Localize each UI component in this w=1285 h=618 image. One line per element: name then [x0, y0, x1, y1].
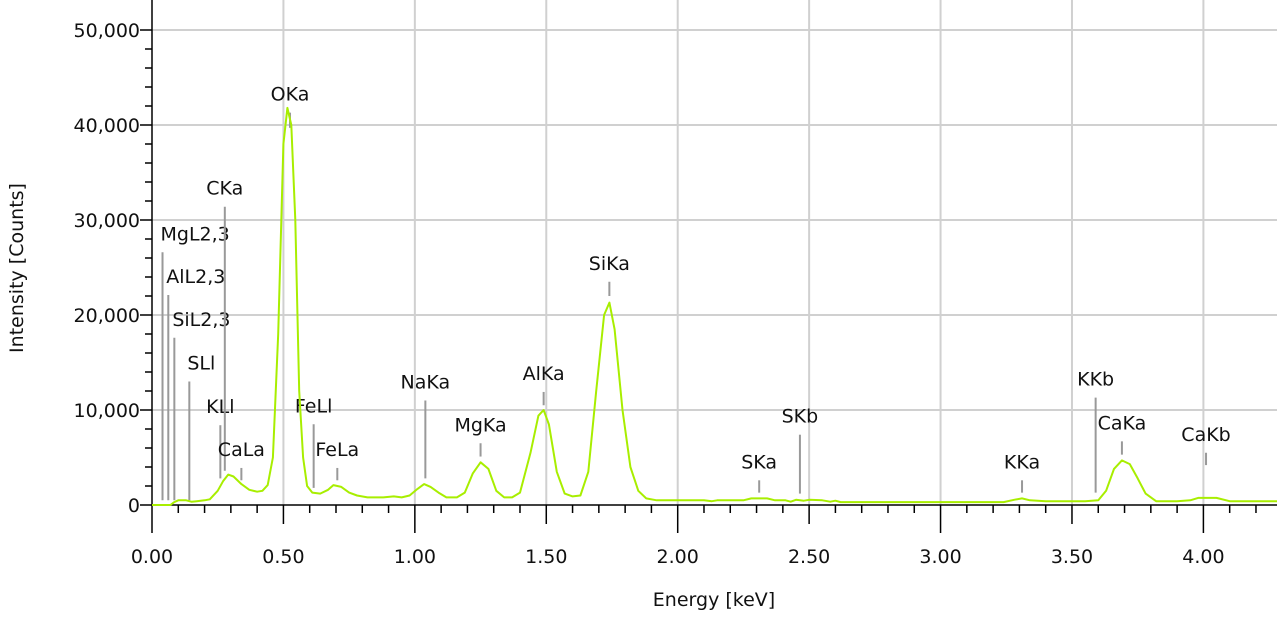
peak-markers: MgL2,3 AlL2,3 SiL2,3 SLl KLl CKa CaLa OKa FeLl Fe… — [161, 84, 1231, 501]
x-tick-label: 3.50 — [1051, 546, 1093, 568]
peak-label: CaKa — [1098, 412, 1147, 434]
axes: 0.00 0.50 1.00 1.50 2.00 2.50 3.00 3.50 4.00 0 10,… — [74, 0, 1277, 568]
peak-label: FeLl — [295, 395, 332, 417]
peak-label: SKb — [782, 406, 819, 428]
x-tick-label: 2.50 — [788, 546, 830, 568]
y-tick-label: 40,000 — [74, 115, 140, 137]
peak-label: MgL2,3 — [161, 223, 230, 245]
x-tick-label: 0.00 — [131, 546, 173, 568]
peak-label: KLl — [206, 396, 234, 418]
peak-label: SKa — [741, 451, 777, 473]
peak-label: CKa — [206, 178, 243, 200]
x-tick-label: 4.00 — [1182, 546, 1224, 568]
x-axis-label: Energy [keV] — [653, 589, 775, 611]
y-tick-label: 10,000 — [74, 400, 140, 422]
x-tick-label: 1.50 — [525, 546, 567, 568]
grid — [152, 0, 1277, 505]
x-tick-label: 1.00 — [394, 546, 436, 568]
y-tick-label: 30,000 — [74, 210, 140, 232]
y-tick-label: 20,000 — [74, 305, 140, 327]
x-tick-label: 3.00 — [919, 546, 961, 568]
y-axis-label: Intensity [Counts] — [6, 183, 28, 353]
x-tick-label: 2.00 — [657, 546, 699, 568]
spectrum-line — [152, 106, 1277, 506]
peak-label: CaKb — [1181, 424, 1230, 446]
peak-label: AlKa — [523, 363, 565, 385]
peak-label: KKb — [1077, 369, 1114, 391]
peak-label: CaLa — [218, 439, 265, 461]
peak-label: OKa — [271, 84, 310, 106]
peak-label: SiL2,3 — [172, 309, 230, 331]
peak-label: SLl — [187, 353, 215, 375]
peak-label: AlL2,3 — [166, 266, 225, 288]
y-tick-label: 0 — [128, 495, 140, 517]
peak-label: SiKa — [589, 253, 630, 275]
series — [152, 106, 1277, 506]
peak-label: MgKa — [454, 414, 506, 436]
peak-label: NaKa — [401, 372, 451, 394]
x-tick-label: 0.50 — [262, 546, 304, 568]
peak-label: FeLa — [315, 439, 359, 461]
y-tick-label: 50,000 — [74, 20, 140, 42]
peak-label: KKa — [1004, 451, 1040, 473]
